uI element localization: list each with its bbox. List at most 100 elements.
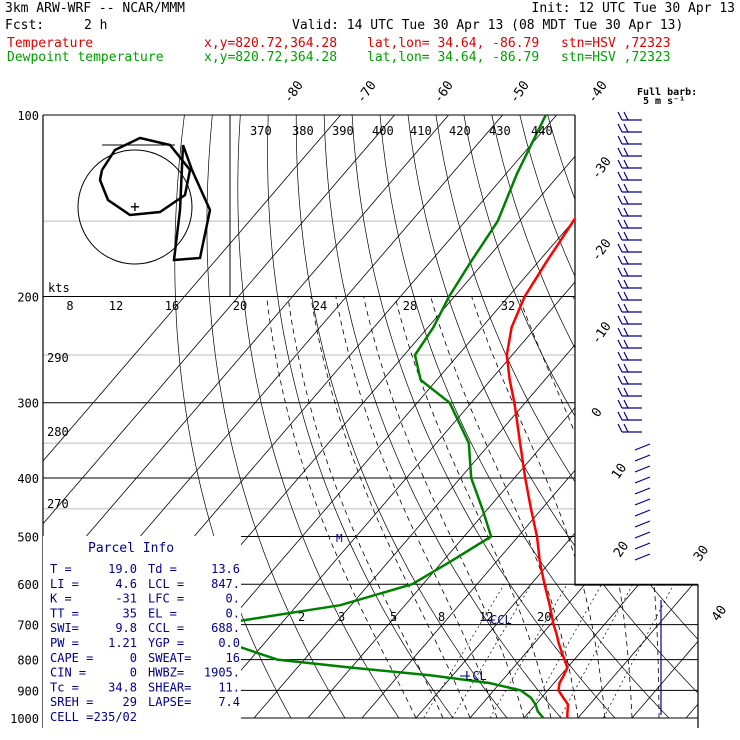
mixing-ratio-line (451, 584, 532, 719)
mixing-ratio-label: 5 (390, 610, 397, 624)
parcel-row-label: LAPSE= (148, 695, 191, 709)
legend-temperature-latlon: lat,lon= 34.64, -86.79 (367, 36, 540, 51)
wind-barb-flag (617, 399, 623, 409)
hodograph-ring-label: 8 (66, 299, 73, 313)
theta-label: 290 (47, 351, 69, 365)
parcel-row-label: LI = (50, 577, 79, 591)
wind-barb-flag (623, 243, 629, 253)
wind-barb-flag (617, 243, 623, 253)
mixing-ratio-line (489, 584, 568, 719)
wind-barb-flag (623, 159, 629, 169)
hodograph-ring-label: 24 (313, 299, 327, 313)
wind-barb-flag (617, 291, 623, 301)
legend-dewpoint-stn: stn=HSV ,72323 (561, 50, 671, 65)
wind-barb-flag (617, 123, 623, 133)
wind-barb-shaft (634, 509, 651, 517)
parcel-row-value: 688. (211, 621, 240, 635)
wind-barb-flag (617, 279, 623, 289)
parcel-row-label: CELL = (50, 710, 93, 724)
parcel-row-value: 35 (123, 606, 137, 620)
dry-adiabat (547, 115, 698, 719)
parcel-row-label: LCL = (148, 577, 184, 591)
isotherm-label: -50 (507, 78, 533, 106)
parcel-row-label: EL = (148, 606, 177, 620)
hodograph-ring (77, 149, 193, 265)
valid-time: Valid: 14 UTC Tue 30 Apr 13 (08 MDT Tue … (292, 18, 684, 33)
wind-barb-flag (617, 351, 623, 361)
wind-barb-flag (623, 279, 629, 289)
parcel-row-label: PW = (50, 636, 79, 650)
init-time: Init: 12 UTC Tue 30 Apr 13 (531, 1, 736, 16)
wind-barb-shaft (634, 498, 651, 506)
pressure-label-600: 600 (17, 578, 39, 592)
hodograph-trace-upper (172, 144, 212, 262)
wind-barb-flag (617, 375, 623, 385)
isotherm-label: -80 (281, 78, 307, 106)
wind-barb-flag (617, 147, 623, 157)
legend-temperature-stn: stn=HSV ,72323 (561, 36, 671, 51)
mixing-ratio-label: 20 (537, 610, 551, 624)
parcel-row-label: SWEAT= (148, 651, 191, 665)
isotherm-label: 30 (691, 543, 712, 564)
legend-dewpoint-name: Dewpoint temperature (7, 50, 164, 65)
model-title: 3km ARW-WRF -- NCAR/MMM (5, 1, 186, 16)
theta-e-label: 430 (489, 124, 511, 138)
wind-barb-shaft (634, 443, 651, 451)
wind-barb-flag (623, 231, 629, 241)
theta-e-label: 400 (372, 124, 394, 138)
moist-adiabat (363, 296, 525, 719)
wind-barb-flag (623, 183, 629, 193)
isotherm-line (469, 115, 698, 719)
wind-barb-flag (623, 123, 629, 133)
parcel-row-value: 4.6 (115, 577, 137, 591)
hodograph-trace (98, 136, 192, 217)
wind-barb-flag (623, 135, 629, 145)
parcel-row-value: 1.21 (108, 636, 137, 650)
dry-adiabat (491, 115, 698, 719)
wind-barb-flag (623, 339, 629, 349)
wind-barb-flag (617, 267, 623, 277)
wind-barb-flag (617, 111, 623, 121)
pressure-label-400: 400 (17, 472, 39, 486)
moist-adiabat (471, 296, 606, 719)
wind-barb-flag (617, 303, 623, 313)
barb-legend-line1: Full barb: (637, 87, 697, 98)
parcel-row-label: HWBZ= (148, 666, 184, 680)
wind-barb-flag (623, 399, 629, 409)
barb-legend-line2: 5 m s⁻¹ (643, 96, 685, 107)
hodograph-units: kts (48, 281, 70, 295)
wind-barb-flag (623, 207, 629, 217)
parcel-row-label: SREH = (50, 695, 93, 709)
mixing-ratio-label: 8 (438, 610, 445, 624)
parcel-row-value: 0.0 (218, 636, 240, 650)
pressure-label-200: 200 (17, 291, 39, 305)
temperature-profile (505, 115, 645, 719)
dry-adiabat (631, 115, 698, 719)
dry-adiabat (237, 115, 400, 719)
parcel-row-label: TT = (50, 606, 79, 620)
parcel-row-label: SWI= (50, 621, 79, 635)
theta-e-label: 410 (410, 124, 432, 138)
parcel-info-box (43, 536, 241, 730)
isotherm-label: 20 (611, 539, 632, 560)
wind-barb-flag (623, 195, 629, 205)
dewpoint-profile (214, 115, 547, 719)
wind-barb-flag (623, 171, 629, 181)
parcel-row-label: T = (50, 562, 72, 576)
dry-adiabat (716, 115, 740, 718)
parcel-row-value: 13.6 (211, 562, 240, 576)
parcel-row-label: CAPE = (50, 651, 93, 665)
theta-e-label: 370 (250, 124, 272, 138)
wind-barb-flag (623, 387, 629, 397)
pressure-label-500: 500 (17, 530, 39, 544)
wind-barb-flag (623, 327, 629, 337)
wind-barb-flag (617, 363, 623, 373)
dry-adiabat (206, 115, 346, 719)
dry-adiabat (435, 115, 698, 719)
dry-adiabat (295, 115, 508, 719)
wind-barb-flag (623, 315, 629, 325)
parcel-row-value: 235/02 (94, 710, 137, 724)
moist-adiabat (430, 296, 579, 719)
wind-barb-flag (617, 387, 623, 397)
